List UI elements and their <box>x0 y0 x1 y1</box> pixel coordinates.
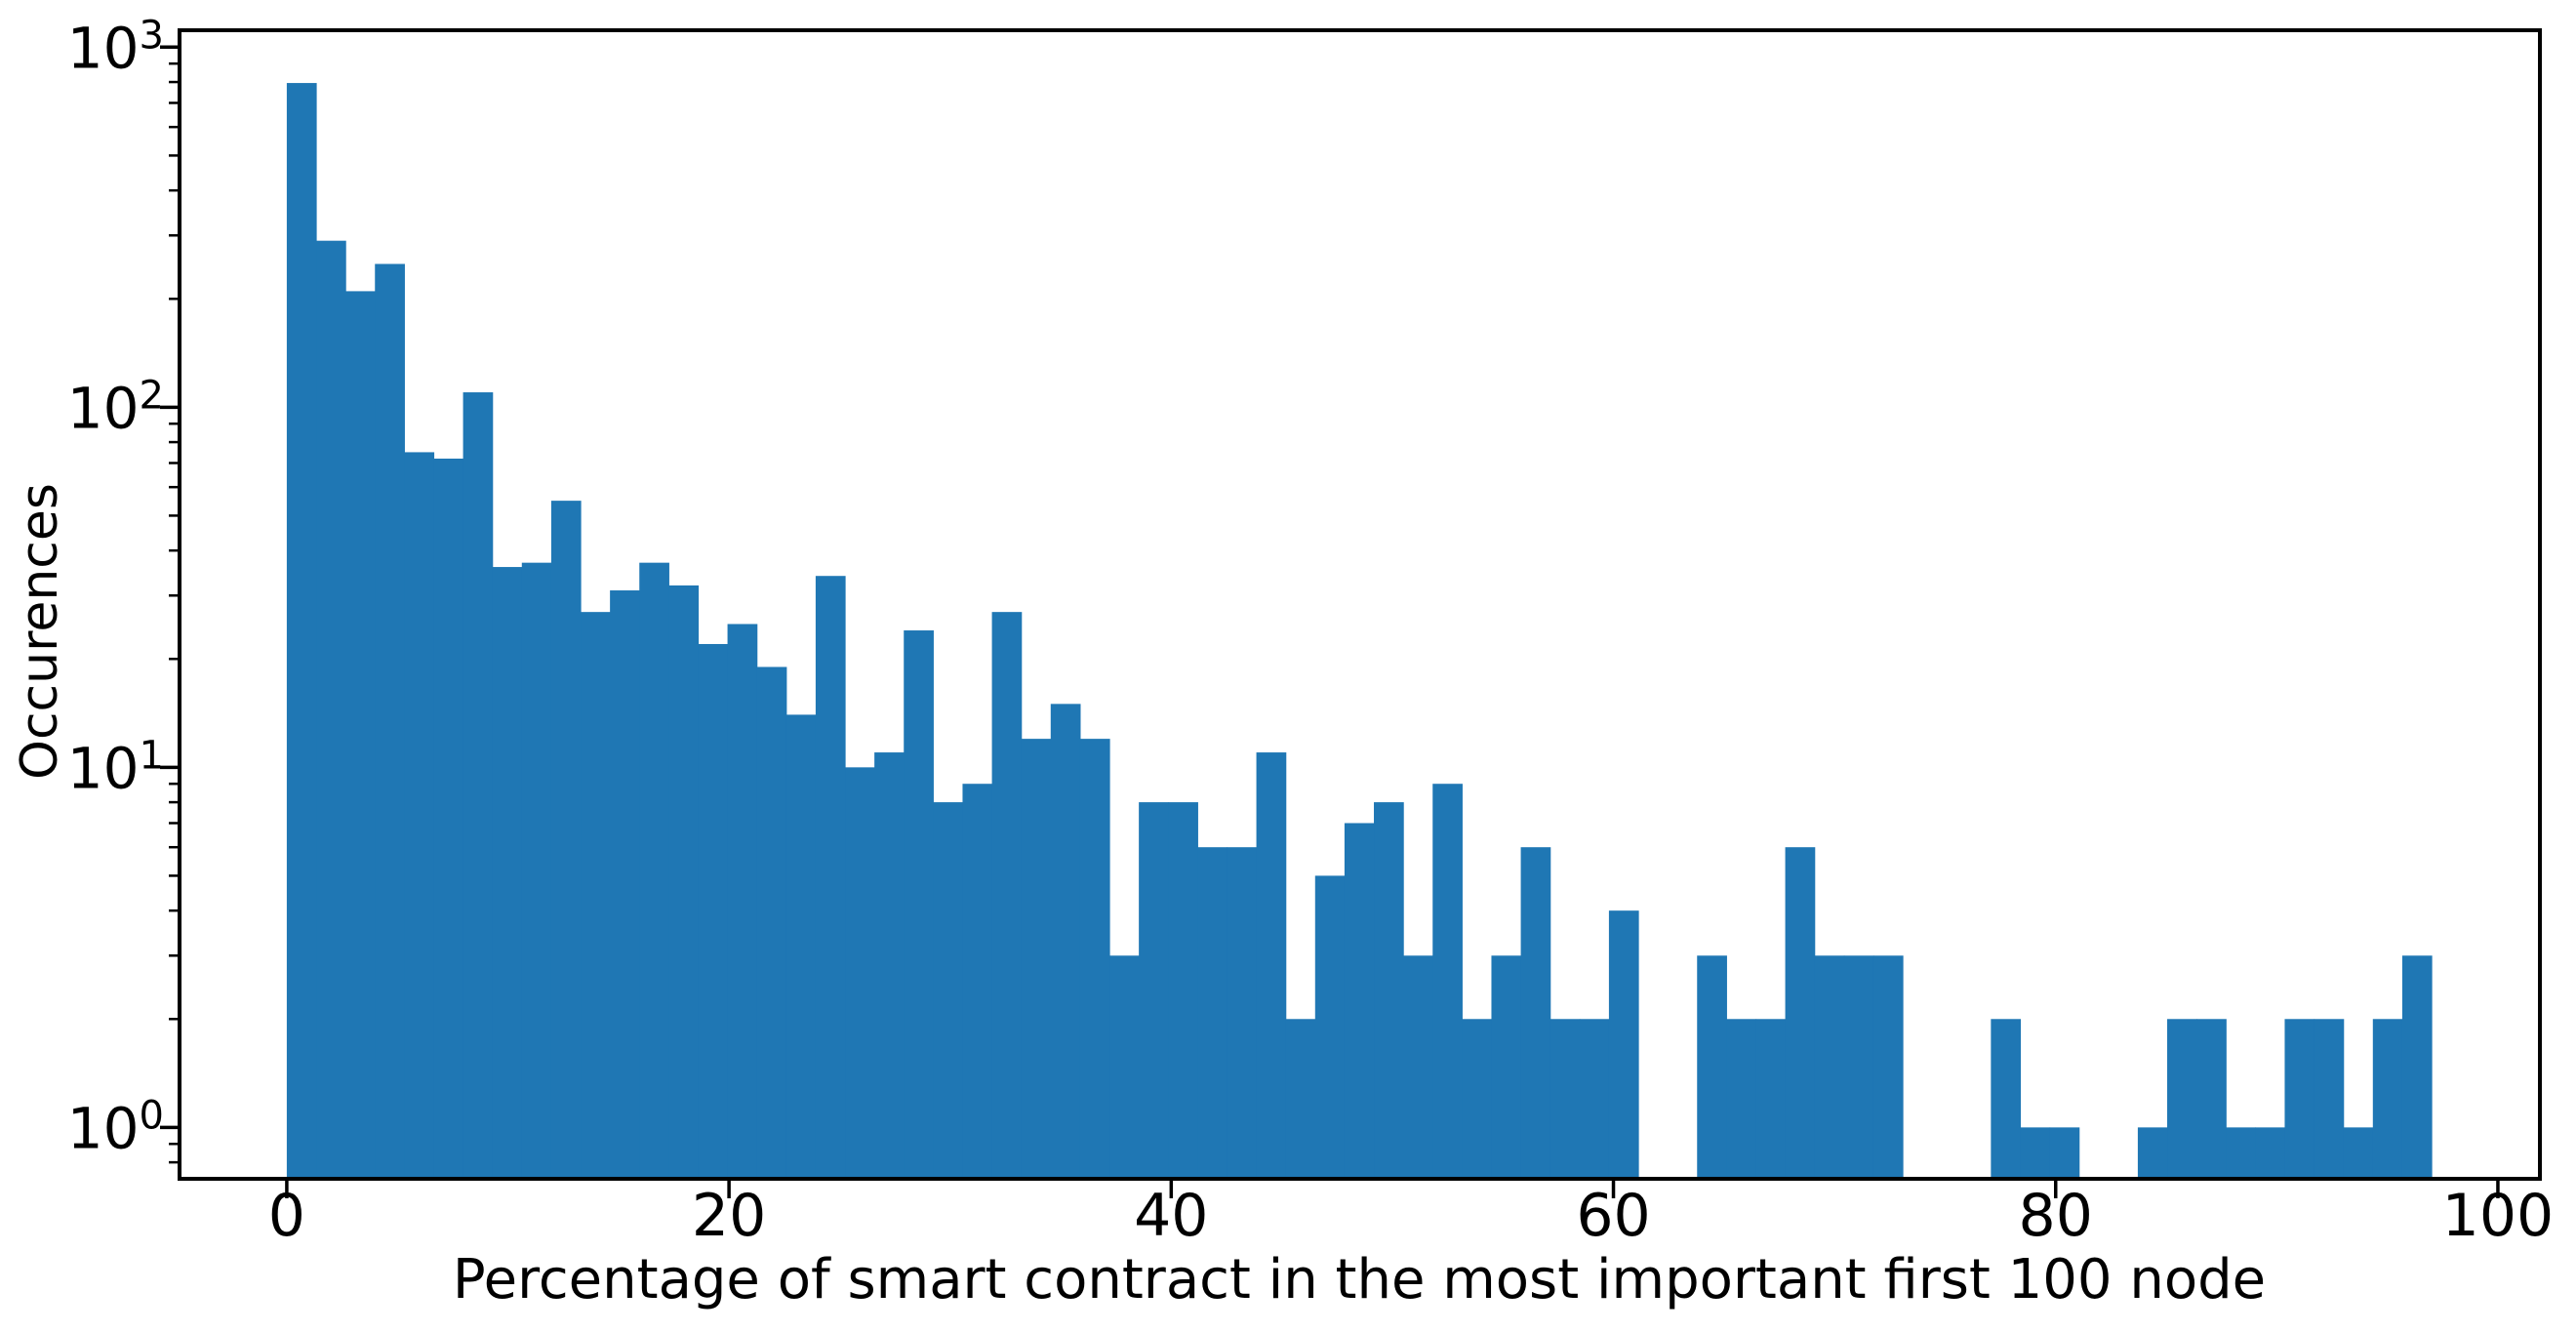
histogram-bar <box>1785 847 1816 1179</box>
histogram-bar <box>1991 1019 2022 1179</box>
histogram-bar <box>1109 955 1140 1179</box>
histogram-bar <box>1168 802 1198 1179</box>
histogram-bar <box>1403 955 1433 1179</box>
y-tick-label: 101 <box>67 733 164 801</box>
histogram-bar <box>433 458 464 1180</box>
histogram-bar <box>1726 1019 1757 1179</box>
histogram-bar <box>1050 704 1081 1179</box>
histogram-bar <box>521 562 552 1179</box>
histogram-bar <box>2137 1127 2168 1179</box>
histogram-bar <box>2314 1019 2345 1179</box>
histogram-bar <box>845 767 875 1179</box>
histogram-bar <box>2343 1127 2374 1179</box>
histogram-bar <box>874 752 905 1179</box>
histogram-bar <box>463 392 494 1179</box>
histogram-bar <box>286 83 317 1180</box>
histogram-bar <box>991 612 1023 1179</box>
histogram-bar <box>1872 955 1904 1179</box>
histogram-bar <box>2020 1127 2051 1179</box>
histogram-bar <box>785 714 817 1179</box>
histogram-bar <box>581 612 611 1179</box>
histogram-bar <box>1491 955 1522 1179</box>
histogram-bar <box>639 562 669 1179</box>
histogram-bar <box>1285 1019 1316 1179</box>
histogram-bar <box>316 240 346 1179</box>
histogram-bar <box>1079 739 1110 1179</box>
histogram-bar <box>1139 802 1169 1179</box>
x-tick-label: 0 <box>268 1182 305 1250</box>
histogram-bar <box>1755 1019 1787 1179</box>
histogram-bar <box>1697 955 1727 1179</box>
histogram-bar <box>698 643 729 1179</box>
histogram-bar <box>2255 1127 2286 1179</box>
histogram-bar <box>550 501 582 1179</box>
histogram-bar <box>962 784 993 1179</box>
histogram-bar <box>933 802 964 1179</box>
histogram-bar <box>1520 847 1551 1179</box>
histogram-bar <box>492 567 523 1179</box>
histogram-bar <box>2284 1019 2315 1179</box>
histogram-bar <box>727 624 758 1179</box>
plot-border <box>178 28 2542 1181</box>
y-axis-label: Occurences <box>11 483 69 780</box>
x-tick-label: 20 <box>692 1182 766 1250</box>
histogram-bar <box>1550 1019 1581 1179</box>
y-tick-label: 100 <box>67 1093 164 1161</box>
histogram-bar <box>2401 955 2433 1179</box>
y-tick-label: 103 <box>67 13 164 81</box>
histogram-bar <box>1021 739 1052 1179</box>
histogram-bar <box>904 630 934 1179</box>
histogram-bar <box>1814 955 1845 1179</box>
histogram-bar <box>1344 823 1375 1179</box>
histogram-bar <box>1579 1019 1610 1179</box>
histogram-bar <box>404 452 435 1179</box>
x-tick-label: 100 <box>2442 1182 2555 1250</box>
histogram-bar <box>610 590 640 1179</box>
histogram-bar <box>1314 875 1346 1179</box>
x-tick-label: 80 <box>2019 1182 2093 1250</box>
histogram-bar <box>815 576 846 1179</box>
histogram-bar <box>2049 1127 2080 1179</box>
histogram-bar <box>668 585 700 1179</box>
histogram-bar <box>1374 802 1404 1179</box>
histogram-bar <box>1256 752 1287 1179</box>
histogram-bar <box>2372 1019 2403 1179</box>
tick-labels-group: 0 20 40 60 80 100 100 101 102 103 <box>67 13 2554 1250</box>
histogram-bar <box>1843 955 1874 1179</box>
histogram-bar <box>1197 847 1228 1179</box>
histogram-bar <box>1462 1019 1493 1179</box>
bars-group <box>286 83 2433 1180</box>
histogram-bar <box>375 263 405 1180</box>
histogram-bar <box>1608 910 1639 1179</box>
histogram-bar <box>1432 784 1463 1179</box>
histogram-bar <box>345 291 376 1179</box>
histogram-bar <box>1227 847 1258 1179</box>
histogram-bar <box>2196 1019 2227 1179</box>
histogram-bar <box>2226 1127 2256 1179</box>
y-tick-label: 102 <box>67 373 164 441</box>
x-tick-label: 60 <box>1576 1182 1650 1250</box>
histogram-bar <box>756 666 787 1179</box>
x-axis-label: Percentage of smart contract in the most… <box>453 1248 2266 1312</box>
histogram-bar <box>2167 1019 2197 1179</box>
x-tick-label: 40 <box>1134 1182 1208 1250</box>
